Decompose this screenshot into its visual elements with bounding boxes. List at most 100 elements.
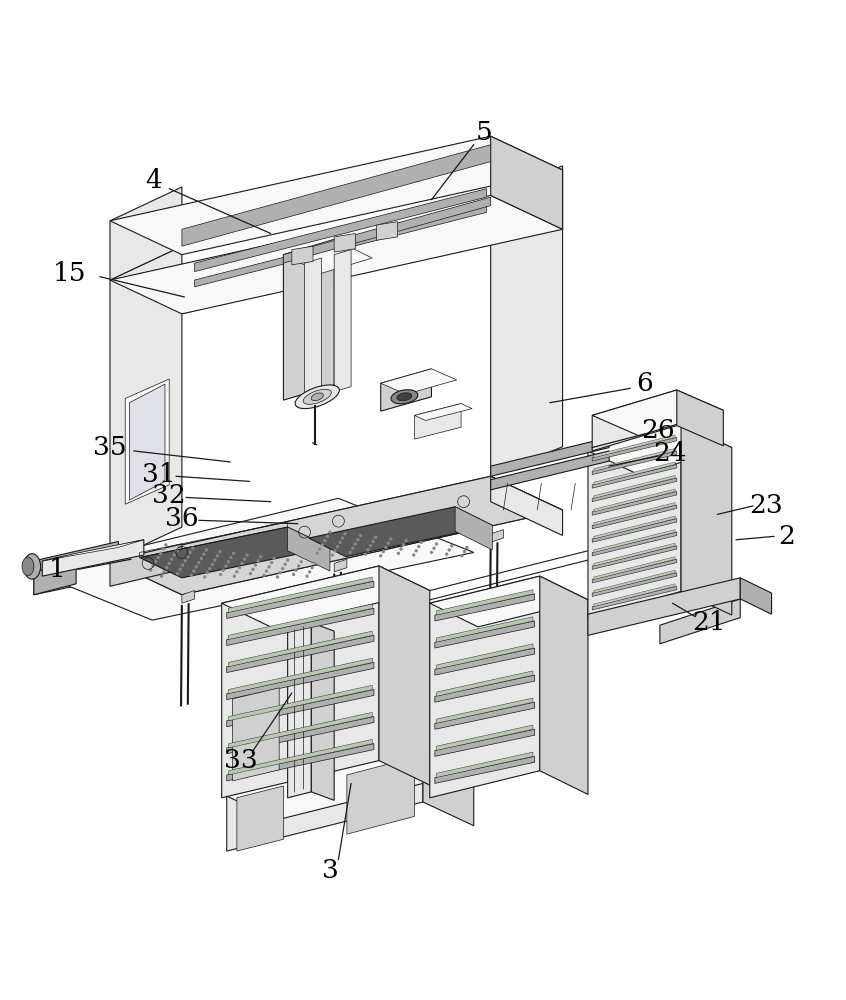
Circle shape [222, 569, 225, 572]
Circle shape [313, 562, 316, 565]
Circle shape [389, 537, 393, 541]
Polygon shape [594, 557, 675, 580]
Polygon shape [415, 404, 472, 420]
Circle shape [197, 561, 201, 564]
Circle shape [164, 543, 168, 547]
Ellipse shape [311, 393, 323, 401]
Polygon shape [594, 435, 675, 458]
Polygon shape [540, 576, 588, 794]
Circle shape [281, 567, 284, 570]
Circle shape [379, 554, 382, 558]
Polygon shape [228, 631, 372, 667]
Circle shape [333, 549, 337, 552]
Circle shape [321, 543, 324, 547]
Polygon shape [227, 581, 374, 618]
Polygon shape [42, 540, 144, 561]
Polygon shape [491, 136, 563, 229]
Text: 31: 31 [142, 462, 176, 487]
Circle shape [305, 574, 309, 578]
Polygon shape [592, 559, 677, 583]
Polygon shape [660, 599, 740, 644]
Circle shape [318, 547, 321, 551]
Text: 33: 33 [224, 748, 258, 773]
Circle shape [412, 553, 415, 557]
Polygon shape [592, 390, 723, 436]
Circle shape [175, 549, 179, 552]
Circle shape [292, 573, 295, 576]
Circle shape [149, 569, 152, 572]
Circle shape [420, 541, 423, 544]
Circle shape [213, 558, 217, 562]
Circle shape [404, 539, 408, 542]
Polygon shape [110, 544, 182, 586]
Polygon shape [592, 573, 677, 596]
Polygon shape [592, 519, 677, 542]
Circle shape [165, 566, 168, 569]
Circle shape [402, 543, 405, 547]
Polygon shape [491, 476, 563, 536]
Circle shape [265, 569, 268, 573]
Circle shape [157, 556, 160, 559]
Text: 32: 32 [152, 483, 186, 508]
Circle shape [227, 560, 230, 563]
Circle shape [450, 544, 453, 547]
Circle shape [310, 566, 314, 569]
Polygon shape [292, 246, 313, 265]
Circle shape [397, 552, 400, 555]
Polygon shape [34, 498, 474, 620]
Circle shape [160, 574, 163, 578]
Circle shape [371, 540, 375, 543]
Polygon shape [195, 206, 486, 287]
Polygon shape [594, 584, 675, 607]
Polygon shape [347, 757, 415, 834]
Circle shape [229, 556, 233, 559]
Circle shape [219, 573, 222, 576]
Polygon shape [681, 424, 732, 615]
Circle shape [286, 558, 289, 562]
Text: 26: 26 [641, 418, 675, 443]
Polygon shape [34, 519, 288, 595]
Text: 15: 15 [52, 261, 86, 286]
Circle shape [270, 561, 273, 564]
Circle shape [162, 570, 166, 574]
Circle shape [435, 542, 438, 546]
Polygon shape [228, 658, 372, 694]
Text: 36: 36 [165, 506, 199, 531]
Polygon shape [435, 621, 535, 648]
Polygon shape [110, 476, 563, 595]
Circle shape [341, 536, 344, 540]
Circle shape [294, 569, 298, 572]
Circle shape [179, 568, 182, 571]
Circle shape [278, 571, 282, 574]
Text: 35: 35 [93, 435, 127, 460]
Circle shape [359, 534, 362, 537]
Polygon shape [435, 702, 535, 729]
Polygon shape [227, 717, 374, 754]
Circle shape [463, 550, 466, 553]
Circle shape [200, 557, 203, 560]
Circle shape [336, 545, 339, 548]
Polygon shape [379, 566, 430, 785]
Circle shape [159, 552, 162, 555]
Polygon shape [195, 189, 486, 272]
Circle shape [238, 566, 241, 569]
Circle shape [205, 548, 208, 552]
Polygon shape [227, 744, 374, 781]
Polygon shape [740, 578, 772, 614]
Polygon shape [592, 505, 677, 529]
Polygon shape [182, 145, 491, 246]
Polygon shape [227, 747, 423, 851]
Circle shape [224, 564, 228, 568]
Polygon shape [491, 530, 503, 542]
Circle shape [181, 563, 184, 567]
Circle shape [465, 546, 469, 549]
Circle shape [399, 547, 403, 551]
Circle shape [387, 541, 390, 545]
Polygon shape [376, 222, 398, 240]
Polygon shape [592, 390, 677, 451]
Circle shape [208, 567, 212, 570]
Circle shape [243, 558, 246, 561]
Polygon shape [455, 507, 492, 550]
Ellipse shape [391, 390, 418, 404]
Circle shape [354, 542, 357, 546]
